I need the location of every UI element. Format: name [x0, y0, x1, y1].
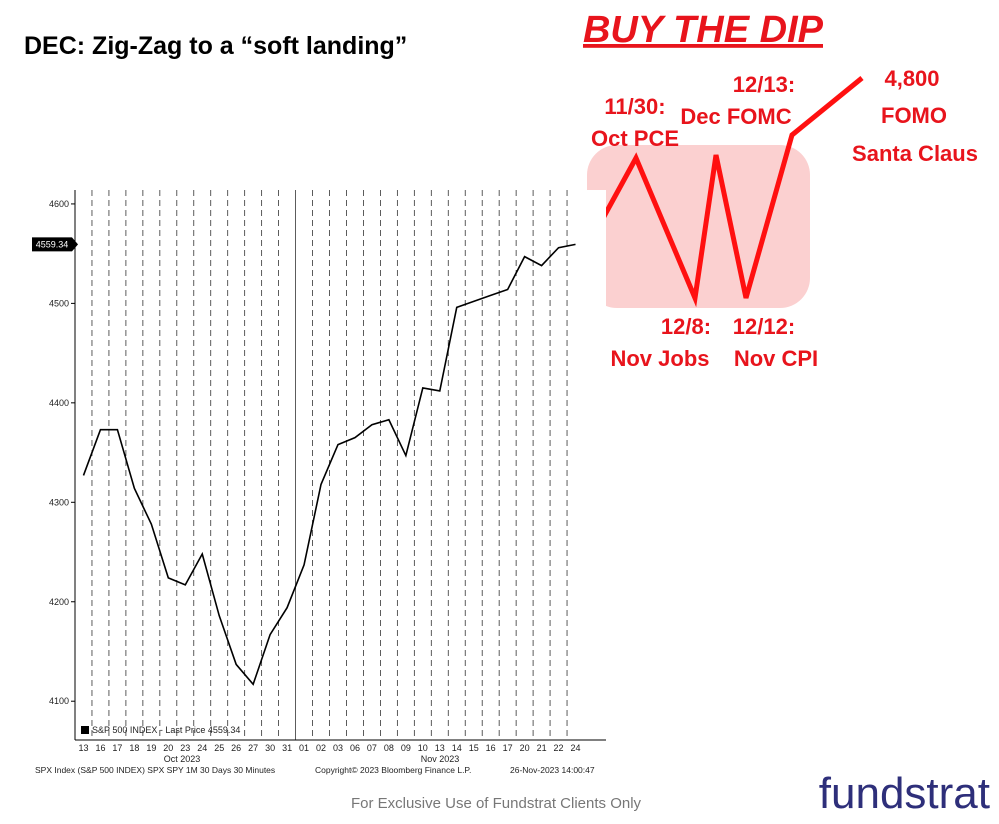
x-tick-label: 20	[520, 743, 530, 753]
x-tick-label: 20	[163, 743, 173, 753]
x-tick-label: 08	[384, 743, 394, 753]
legend-entry: S&P 500 INDEX - Last Price 4559.34	[92, 725, 240, 735]
x-tick-label: 26	[231, 743, 241, 753]
y-tick-label: 4500	[49, 298, 69, 308]
x-tick-label: 16	[95, 743, 105, 753]
annotation: FOMO	[881, 103, 947, 128]
x-tick-label: 10	[418, 743, 428, 753]
x-tick-label: 31	[282, 743, 292, 753]
x-tick-label: 13	[435, 743, 445, 753]
x-tick-label: 23	[180, 743, 190, 753]
last-price-box	[32, 237, 72, 252]
x-tick-label: 02	[316, 743, 326, 753]
last-price-label: 4559.34	[36, 239, 69, 249]
price-line	[82, 243, 576, 686]
y-tick-label: 4100	[49, 696, 69, 706]
x-tick-label: 24	[571, 743, 581, 753]
month-label: Nov 2023	[421, 754, 460, 764]
month-label: Oct 2023	[164, 754, 201, 764]
annotation: 12/13:	[733, 72, 795, 97]
annotation: 12/8:	[661, 314, 711, 339]
chart-footer: SPX Index (S&P 500 INDEX) SPX SPY 1M 30 …	[35, 765, 275, 775]
x-tick-label: 15	[469, 743, 479, 753]
x-tick-label: 03	[333, 743, 343, 753]
chart-footer: Copyright© 2023 Bloomberg Finance L.P.	[315, 765, 471, 775]
x-tick-label: 24	[197, 743, 207, 753]
x-tick-label: 14	[452, 743, 462, 753]
annotation: Santa Claus	[852, 141, 978, 166]
x-tick-label: 17	[112, 743, 122, 753]
x-tick-label: 17	[503, 743, 513, 753]
slide-title: DEC: Zig-Zag to a “soft landing”	[24, 32, 407, 60]
y-tick-label: 4300	[49, 497, 69, 507]
price-chart: 4100 4200 4300 4400 4500 4600 13 16 17 18 19 20 23 24…	[32, 190, 606, 775]
x-tick-label: 13	[78, 743, 88, 753]
x-tick-label: 18	[129, 743, 139, 753]
plot-area	[75, 190, 606, 740]
last-price-arrow	[72, 237, 78, 252]
logo: fundstrat	[819, 769, 990, 818]
y-tick-label: 4200	[49, 597, 69, 607]
annotation: 11/30:	[604, 94, 665, 119]
y-tick-label: 4600	[49, 199, 69, 209]
x-tick-label: 06	[350, 743, 360, 753]
x-tick-label: 27	[248, 743, 258, 753]
x-tick-label: 16	[486, 743, 496, 753]
legend-swatch	[81, 726, 89, 734]
annotation: Nov Jobs	[610, 346, 709, 371]
annotation: Nov CPI	[734, 346, 818, 371]
annotation: Oct PCE	[591, 126, 679, 151]
x-tick-label: 09	[401, 743, 411, 753]
chart-footer: 26-Nov-2023 14:00:47	[510, 765, 595, 775]
zigzag	[587, 76, 864, 308]
x-tick-label: 19	[146, 743, 156, 753]
x-tick-label: 07	[367, 743, 377, 753]
x-tick-label: 25	[214, 743, 224, 753]
x-tick-label: 21	[537, 743, 547, 753]
headline: BUY THE DIP	[583, 9, 824, 51]
annotation: Dec FOMC	[680, 104, 791, 129]
x-tick-label: 01	[299, 743, 309, 753]
annotation: 4,800	[884, 66, 939, 91]
annotation: 12/12:	[733, 314, 795, 339]
x-tick-label: 30	[265, 743, 275, 753]
y-tick-label: 4400	[49, 398, 69, 408]
disclaimer: For Exclusive Use of Fundstrat Clients O…	[351, 795, 642, 812]
x-tick-label: 22	[554, 743, 564, 753]
